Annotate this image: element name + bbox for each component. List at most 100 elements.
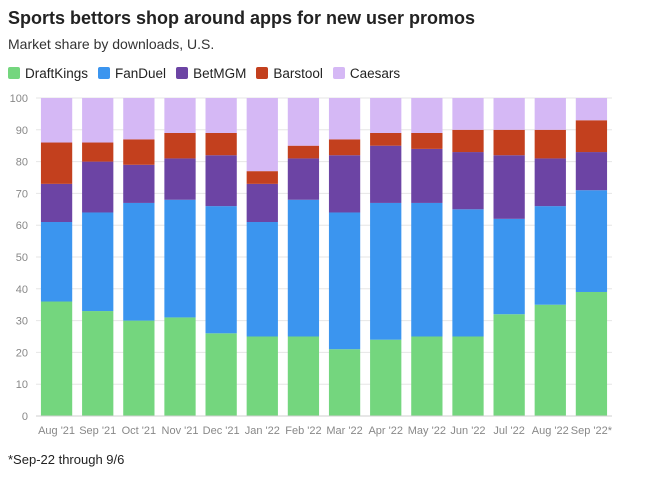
- legend-item-barstool: Barstool: [256, 66, 323, 81]
- bar-betmgm-jan-22: [246, 183, 278, 223]
- bar-caesars-jun-22: [452, 98, 484, 130]
- bar-draftkings-sep-22: [575, 291, 608, 416]
- bar-draftkings-sep-21: [82, 311, 114, 416]
- y-tick-label: 40: [16, 284, 28, 296]
- bar-barstool-dec-21: [205, 132, 237, 156]
- bar-betmgm-nov-21: [164, 158, 196, 200]
- y-tick-label: 50: [16, 252, 28, 264]
- bar-barstool-jun-22: [452, 129, 484, 153]
- y-tick-label: 60: [16, 220, 28, 232]
- bar-betmgm-sep-21: [82, 161, 114, 213]
- legend-label-draftkings: DraftKings: [25, 65, 89, 81]
- footnote: *Sep-22 through 9/6: [8, 452, 125, 467]
- bar-draftkings-jan-22: [246, 336, 278, 416]
- bar-fanduel-jul-22: [493, 218, 525, 315]
- x-tick-label: Sep '22*: [571, 425, 613, 437]
- bar-barstool-aug-22: [534, 129, 566, 159]
- bar-barstool-apr-22: [370, 132, 402, 146]
- bar-fanduel-apr-22: [370, 202, 402, 340]
- chart-subtitle: Market share by downloads, U.S.: [8, 36, 215, 52]
- bar-betmgm-jun-22: [452, 152, 484, 210]
- bar-barstool-oct-21: [123, 139, 155, 165]
- bar-fanduel-mar-22: [328, 212, 361, 350]
- chart-title: Sports bettors shop around apps for new …: [8, 8, 476, 28]
- x-tick-label: Jul '22: [493, 425, 524, 437]
- bar-fanduel-aug-22: [534, 206, 566, 305]
- bar-fanduel-dec-21: [205, 206, 237, 334]
- legend-label-barstool: Barstool: [273, 65, 323, 81]
- y-tick-label: 90: [16, 125, 28, 137]
- legend-label-caesars: Caesars: [349, 65, 401, 81]
- y-tick-label: 80: [16, 157, 28, 169]
- bar-fanduel-jan-22: [246, 222, 278, 337]
- stacked-bar-chart: 0 10 20 30 40 50 60 70 80 90 100 Aug '21 Sep '21 Oct …: [10, 93, 613, 437]
- y-tick-label: 30: [16, 316, 28, 328]
- x-tick-label: Sep '21: [79, 425, 116, 437]
- bar-draftkings-jun-22: [452, 336, 484, 416]
- bar-draftkings-oct-21: [123, 320, 155, 416]
- bar-betmgm-may-22: [411, 148, 443, 203]
- bar-draftkings-nov-21: [164, 317, 196, 416]
- bar-caesars-oct-21: [123, 98, 155, 140]
- bar-caesars-sep-21: [82, 98, 114, 143]
- bar-barstool-sep-22: [575, 120, 608, 153]
- bar-fanduel-jun-22: [452, 209, 484, 337]
- bar-caesars-aug-21: [40, 98, 73, 143]
- bar-caesars-jan-22: [246, 98, 278, 172]
- bar-barstool-nov-21: [164, 132, 196, 159]
- bar-draftkings-feb-22: [287, 336, 320, 416]
- x-tick-label: Oct '21: [122, 425, 157, 437]
- bar-barstool-feb-22: [287, 145, 320, 159]
- bar-caesars-aug-22: [534, 98, 566, 130]
- legend-swatch-draftkings: [8, 67, 20, 79]
- bar-barstool-jan-22: [246, 171, 278, 184]
- bar-betmgm-feb-22: [287, 158, 320, 200]
- legend-swatch-fanduel: [98, 67, 111, 79]
- legend-label-betmgm: BetMGM: [193, 65, 247, 81]
- bar-barstool-sep-21: [82, 142, 114, 162]
- legend-item-betmgm: BetMGM: [176, 66, 246, 81]
- x-tick-label: Apr '22: [368, 425, 403, 437]
- y-tick-label: 20: [16, 347, 28, 359]
- bar-caesars-jul-22: [493, 98, 525, 130]
- bar-draftkings-aug-21: [40, 301, 73, 416]
- legend: DraftKings FanDuel BetMGM Barstool Caesars: [8, 64, 410, 82]
- bar-caesars-mar-22: [328, 98, 361, 140]
- bar-caesars-may-22: [411, 98, 443, 133]
- x-tick-label: Nov '21: [162, 425, 199, 437]
- bar-betmgm-aug-21: [40, 183, 73, 223]
- bar-betmgm-sep-22: [575, 152, 608, 191]
- bar-barstool-mar-22: [328, 139, 361, 156]
- bar-fanduel-sep-22: [575, 190, 608, 292]
- x-tick-label: Jun '22: [450, 425, 485, 437]
- x-tick-label: Dec '21: [203, 425, 240, 437]
- x-tick-label: Aug '21: [38, 425, 75, 437]
- bar-betmgm-apr-22: [370, 145, 402, 203]
- y-tick-label: 10: [16, 379, 28, 391]
- bar-fanduel-oct-21: [123, 202, 155, 321]
- legend-swatch-betmgm: [176, 67, 189, 79]
- bar-barstool-jul-22: [493, 129, 525, 156]
- bar-caesars-nov-21: [164, 98, 196, 133]
- x-tick-label: May '22: [408, 425, 446, 437]
- legend-swatch-barstool: [256, 67, 269, 79]
- bar-draftkings-aug-22: [534, 304, 566, 416]
- x-tick-label: Jan '22: [245, 425, 280, 437]
- x-tick-label: Aug '22: [532, 425, 569, 437]
- bar-betmgm-jul-22: [493, 155, 525, 219]
- y-tick-label: 0: [22, 411, 28, 423]
- bar-fanduel-feb-22: [287, 199, 320, 337]
- bar-caesars-dec-21: [205, 98, 237, 133]
- legend-swatch-caesars: [332, 67, 345, 79]
- y-tick-label: 100: [10, 93, 28, 105]
- legend-label-fanduel: FanDuel: [115, 65, 167, 81]
- bar-betmgm-mar-22: [328, 155, 361, 213]
- bar-draftkings-dec-21: [205, 333, 237, 416]
- bar-draftkings-apr-22: [370, 339, 402, 416]
- bar-barstool-may-22: [411, 132, 443, 149]
- x-tick-label: Mar '22: [326, 425, 362, 437]
- bar-caesars-apr-22: [370, 98, 402, 133]
- bar-caesars-feb-22: [287, 98, 320, 146]
- bar-caesars-sep-22: [575, 98, 608, 121]
- legend-item-caesars: Caesars: [332, 65, 401, 81]
